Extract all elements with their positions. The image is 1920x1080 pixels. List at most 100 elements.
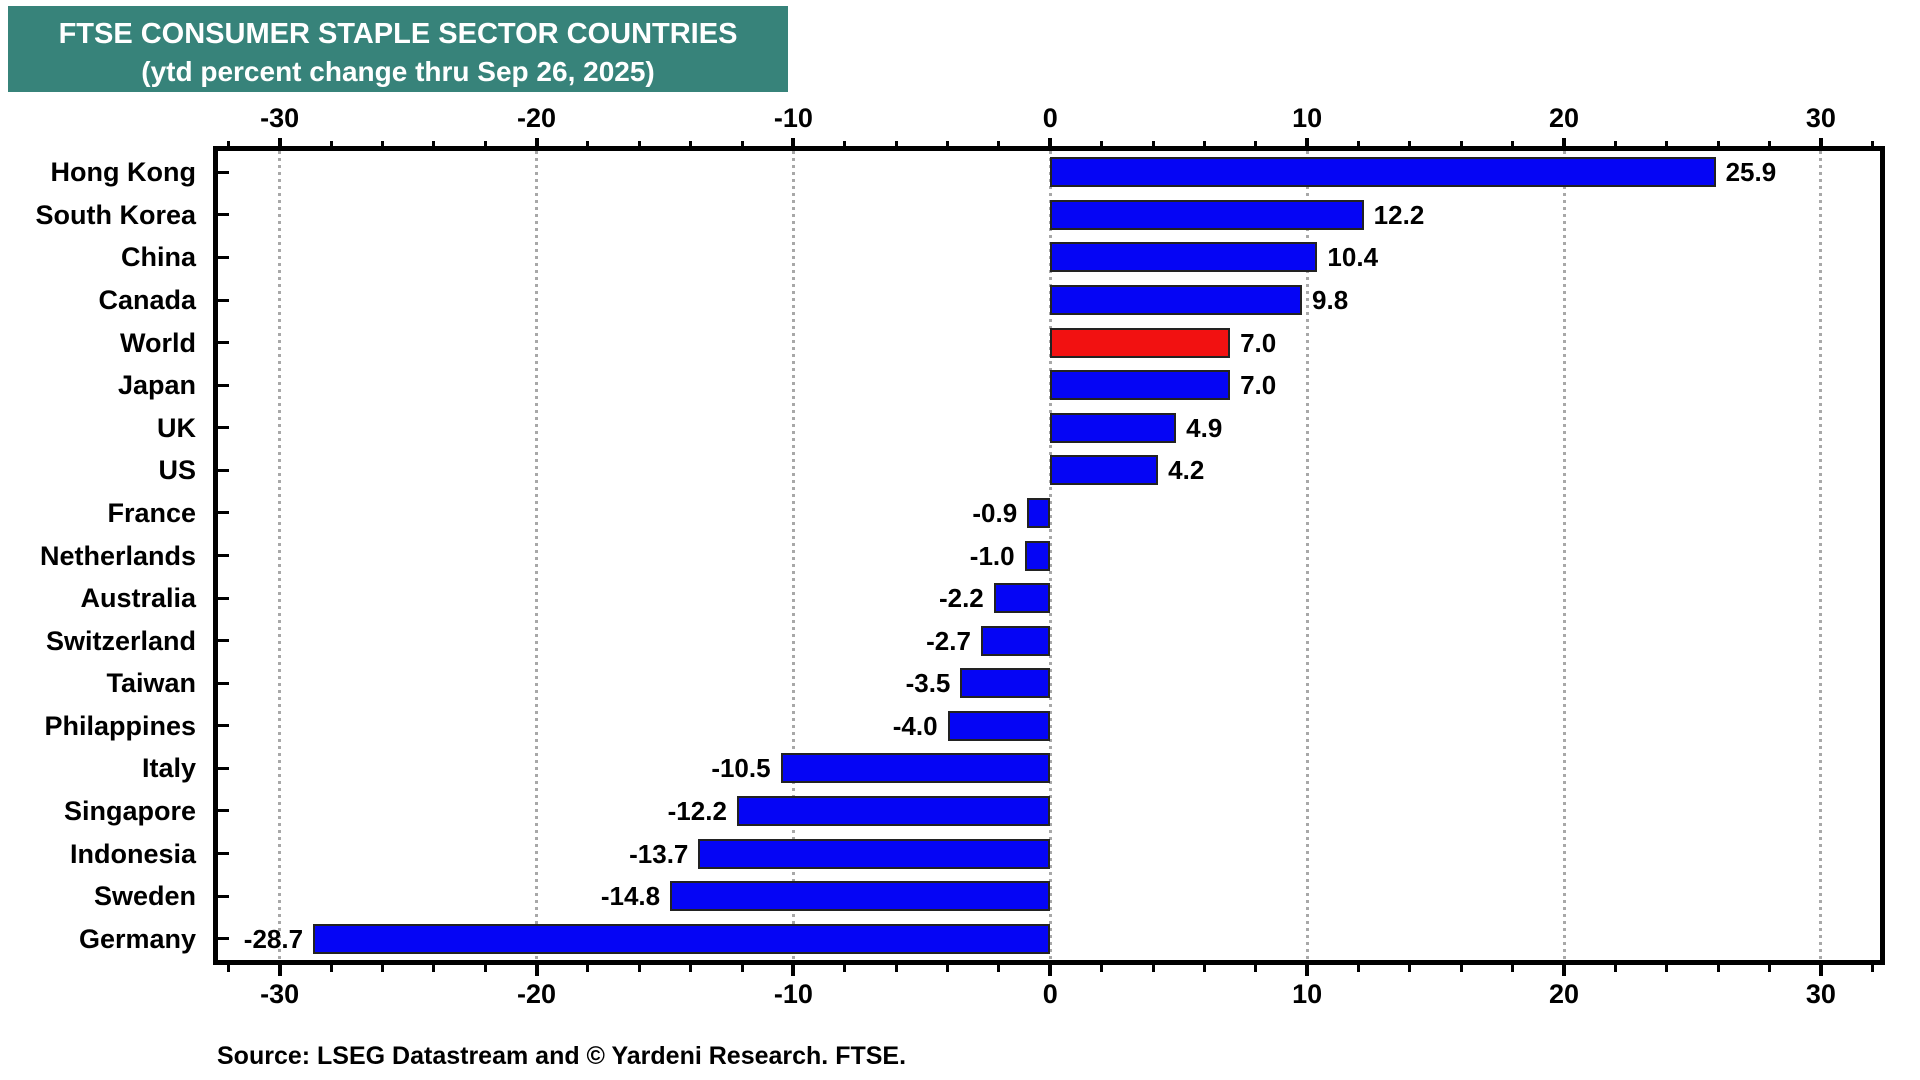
bar xyxy=(670,881,1051,912)
bar xyxy=(1050,327,1231,358)
x-axis-minor-tick xyxy=(1870,965,1874,972)
y-axis-tick xyxy=(218,766,229,770)
x-axis-minor-tick xyxy=(946,141,950,146)
x-axis-minor-tick xyxy=(1665,141,1669,146)
bar-value-label: 25.9 xyxy=(1725,157,1777,188)
bar-value-label: 10.4 xyxy=(1327,242,1379,273)
category-label: Netherlands xyxy=(39,540,196,571)
y-axis-tick xyxy=(218,426,229,430)
x-axis-minor-tick xyxy=(329,965,333,972)
grid-line xyxy=(791,151,795,960)
y-axis-tick xyxy=(218,213,229,217)
bar xyxy=(1050,157,1716,188)
x-axis-major-tick xyxy=(534,965,539,976)
bar xyxy=(1050,412,1177,443)
x-axis-minor-tick xyxy=(586,141,590,146)
bar xyxy=(947,710,1051,741)
y-axis-tick xyxy=(218,511,229,515)
y-axis-tick xyxy=(218,724,229,728)
bar xyxy=(736,795,1051,826)
x-axis-major-tick xyxy=(1562,965,1567,976)
x-axis-minor-tick xyxy=(1716,965,1720,972)
chart-title: FTSE CONSUMER STAPLE SECTOR COUNTRIES xyxy=(58,18,738,50)
bar xyxy=(1050,285,1303,316)
grid-line xyxy=(1819,151,1823,960)
y-axis-tick xyxy=(218,255,229,259)
y-axis-tick xyxy=(218,894,229,898)
x-axis-label-top: -20 xyxy=(517,103,557,133)
bar-value-label: -14.8 xyxy=(600,881,661,912)
x-axis-minor-tick xyxy=(1613,141,1617,146)
bar xyxy=(1050,242,1318,273)
category-label: China xyxy=(120,242,196,273)
bar-value-label: -2.7 xyxy=(926,625,971,656)
category-label: Sweden xyxy=(93,881,196,912)
y-axis-tick xyxy=(218,639,229,643)
bar-value-label: -28.7 xyxy=(243,923,304,954)
grid-line xyxy=(1048,151,1052,960)
x-axis-minor-tick xyxy=(380,141,384,146)
x-axis-major-tick xyxy=(1305,138,1310,146)
x-axis-label-top: 30 xyxy=(1805,103,1836,133)
category-label: UK xyxy=(157,412,196,443)
chart-subtitle: (ytd percent change thru Sep 26, 2025) xyxy=(141,56,655,87)
category-label: Italy xyxy=(141,753,196,784)
x-axis-label-bottom: 0 xyxy=(1042,979,1058,1009)
x-axis-label-bottom: -30 xyxy=(260,979,300,1009)
x-axis-major-tick xyxy=(1048,138,1053,146)
x-axis-minor-tick xyxy=(1357,965,1361,972)
x-axis-minor-tick xyxy=(1511,141,1515,146)
x-axis-minor-tick xyxy=(380,965,384,972)
y-axis-tick xyxy=(218,383,229,387)
x-axis-minor-tick xyxy=(843,141,847,146)
bar xyxy=(1024,540,1051,571)
x-axis-minor-tick xyxy=(689,141,693,146)
grid-line xyxy=(535,151,539,960)
category-label: Australia xyxy=(80,583,196,614)
x-axis-minor-tick xyxy=(1459,141,1463,146)
bar-value-label: -3.5 xyxy=(905,668,951,699)
bar xyxy=(960,668,1051,699)
category-label: Philappines xyxy=(44,710,196,741)
bar-value-label: 4.9 xyxy=(1186,412,1223,443)
bar-value-label: 12.2 xyxy=(1373,199,1425,230)
x-axis-minor-tick xyxy=(740,141,744,146)
category-label: US xyxy=(158,455,196,486)
x-axis-minor-tick xyxy=(637,141,641,146)
x-axis-label-top: -10 xyxy=(773,103,813,133)
category-label: Taiwan xyxy=(106,668,196,699)
x-axis-minor-tick xyxy=(483,141,487,146)
category-label: Japan xyxy=(117,370,196,401)
bar-value-label: -13.7 xyxy=(629,838,689,869)
category-label: Germany xyxy=(78,923,196,954)
x-axis-label-bottom: -20 xyxy=(517,979,557,1009)
category-label: Switzerland xyxy=(45,625,196,656)
y-axis-tick xyxy=(218,852,229,856)
x-axis-label-top: -30 xyxy=(260,103,300,133)
bar xyxy=(313,923,1051,954)
x-axis-label-top: 0 xyxy=(1042,103,1058,133)
x-axis-minor-tick xyxy=(1511,965,1515,972)
bar xyxy=(698,838,1051,869)
x-axis-label-bottom: -10 xyxy=(773,979,813,1009)
x-axis-major-tick xyxy=(1562,138,1567,146)
x-axis-minor-tick xyxy=(946,965,950,972)
y-axis-tick xyxy=(218,170,229,174)
bar-value-label: -0.9 xyxy=(972,497,1018,528)
x-axis-minor-tick xyxy=(1357,141,1361,146)
y-axis-tick xyxy=(218,937,229,941)
category-label: Canada xyxy=(98,285,196,316)
x-axis-label-top: 20 xyxy=(1549,103,1580,133)
chart-title-box: FTSE CONSUMER STAPLE SECTOR COUNTRIES (y… xyxy=(8,6,788,92)
x-axis-minor-tick xyxy=(1768,965,1772,972)
y-axis-tick xyxy=(218,596,229,600)
y-axis-tick xyxy=(218,468,229,472)
bar-value-label: -2.2 xyxy=(938,583,984,614)
bar xyxy=(1050,370,1231,401)
x-axis-minor-tick xyxy=(1459,965,1463,972)
bar-value-label: 7.0 xyxy=(1240,327,1277,358)
x-axis-major-tick xyxy=(277,138,282,146)
x-axis-label-bottom: 20 xyxy=(1549,979,1580,1009)
bar xyxy=(1050,199,1364,230)
